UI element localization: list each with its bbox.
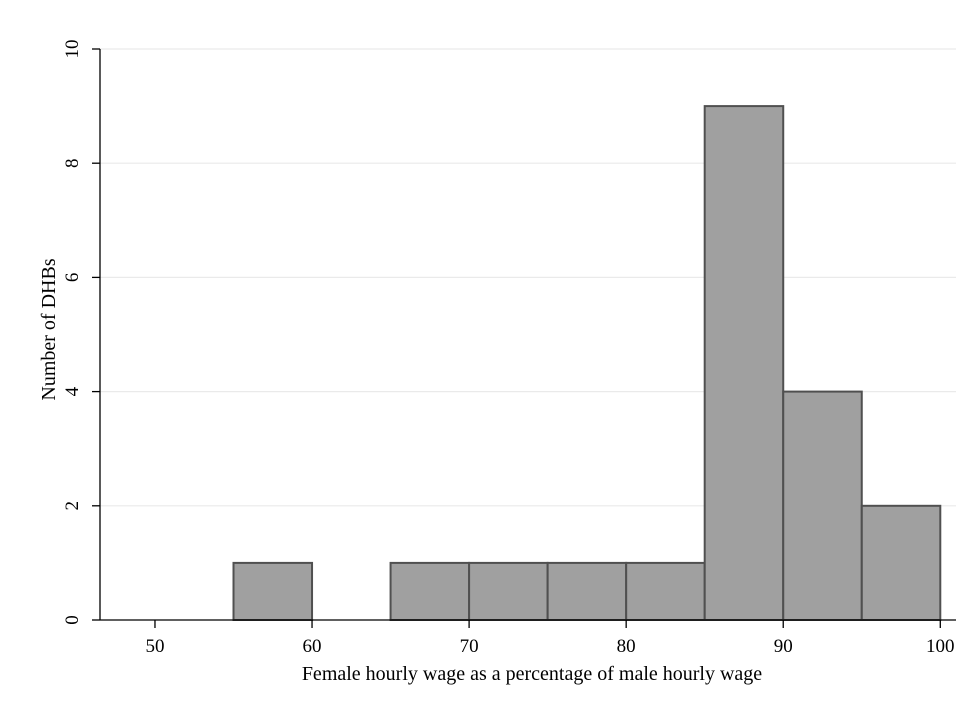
x-axis-title: Female hourly wage as a percentage of ma…	[302, 663, 762, 685]
axis-layer	[99, 49, 956, 621]
histogram-bar	[703, 105, 785, 622]
y-tick-label: 2	[62, 501, 83, 511]
y-tick-label: 0	[62, 615, 83, 625]
bar-layer	[232, 105, 942, 622]
y-ticks: 0 2 4 6 8 10	[62, 40, 100, 625]
histogram-bar	[468, 561, 549, 622]
histogram-bar	[232, 561, 314, 622]
x-tick-label: 90	[774, 636, 793, 657]
y-tick-label: 10	[62, 40, 83, 59]
y-tick-label: 6	[62, 273, 83, 283]
x-tick-label: 100	[926, 636, 955, 657]
y-tick-label: 8	[62, 158, 83, 168]
histogram-bar	[546, 561, 628, 622]
histogram-bar	[860, 504, 942, 621]
x-tick-label: 70	[460, 636, 479, 657]
x-ticks: 50 60 70 80 90 100	[145, 620, 955, 657]
histogram-bar	[782, 390, 863, 621]
x-tick-label: 50	[145, 636, 164, 657]
x-tick-label: 60	[303, 636, 322, 657]
x-tick-label: 80	[617, 636, 636, 657]
y-axis-title: Number of DHBs	[38, 258, 60, 400]
y-tick-label: 4	[62, 386, 83, 396]
histogram-bar	[389, 561, 471, 622]
histogram-bar	[625, 561, 706, 622]
